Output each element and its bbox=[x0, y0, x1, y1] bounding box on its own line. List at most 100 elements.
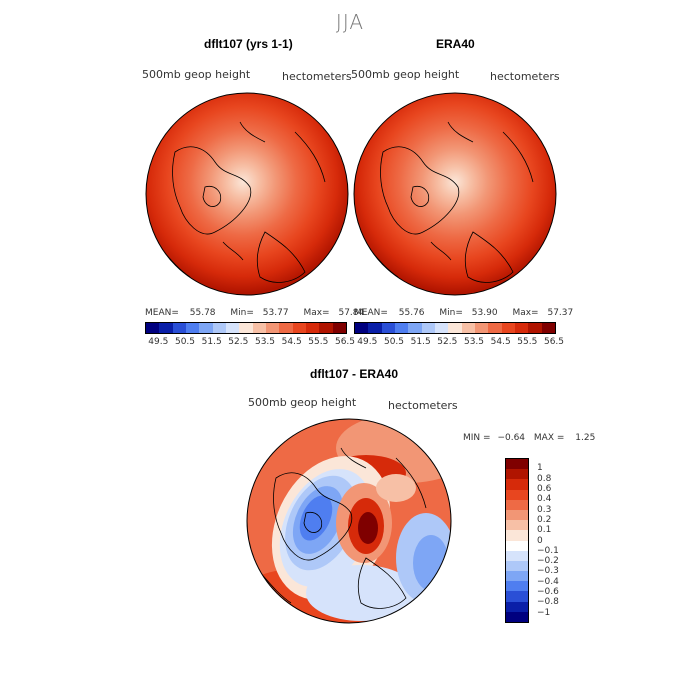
max-value: 57.84 bbox=[338, 308, 365, 318]
colorbar-swatch bbox=[239, 323, 253, 333]
colorbar-swatch bbox=[506, 530, 528, 541]
difference-field-label: 500mb geop height bbox=[248, 396, 357, 409]
colorbar-label: 56.5 bbox=[334, 337, 356, 347]
colorbar-label: 50.5 bbox=[383, 337, 405, 347]
colorbar-label: −0.2 bbox=[537, 556, 559, 567]
colorbar-swatch bbox=[448, 323, 462, 333]
colorbar-swatch bbox=[332, 323, 346, 333]
max-label: MAX = bbox=[533, 433, 565, 443]
colorbar-swatch bbox=[514, 323, 529, 333]
colorbar-label: −0.4 bbox=[537, 576, 559, 587]
panel-1-units-label: hectometers bbox=[282, 70, 352, 83]
colorbar-label: 0.3 bbox=[537, 504, 552, 515]
panel-2-title: ERA40 bbox=[436, 37, 475, 51]
colorbar-swatch bbox=[305, 323, 320, 333]
mean-value: 55.78 bbox=[189, 308, 216, 318]
colorbar-swatch bbox=[172, 323, 186, 333]
height-field bbox=[354, 93, 556, 295]
colorbar-label: 49.5 bbox=[148, 337, 169, 347]
panel-2-stats: MEAN= 55.76 Min= 53.90 Max= 57.37 bbox=[354, 308, 573, 318]
colorbar-label: 51.5 bbox=[410, 337, 431, 347]
colorbar-swatch bbox=[421, 323, 435, 333]
max-label: Max= bbox=[303, 308, 330, 318]
colorbar-label: 53.5 bbox=[254, 337, 276, 347]
colorbar-swatch bbox=[199, 323, 213, 333]
map-border bbox=[353, 92, 557, 296]
coastlines bbox=[255, 447, 427, 609]
map-difference bbox=[246, 418, 452, 624]
difference-units-label: hectometers bbox=[388, 399, 458, 412]
min-value: 53.90 bbox=[471, 308, 498, 318]
colorbar-label: 53.5 bbox=[463, 337, 485, 347]
colorbar-label: −0.8 bbox=[537, 597, 559, 608]
colorbar-swatch bbox=[185, 323, 200, 333]
colorbar-label: −0.1 bbox=[537, 545, 559, 556]
colorbar-swatch bbox=[279, 323, 293, 333]
colorbar-swatch bbox=[506, 560, 528, 572]
colorbar-label: 52.5 bbox=[228, 337, 249, 347]
colorbar-swatch bbox=[506, 520, 528, 531]
colorbar-swatch bbox=[506, 581, 528, 592]
difference-stats: MIN = −0.64 MAX = 1.25 bbox=[463, 433, 595, 443]
mean-value: 55.76 bbox=[398, 308, 425, 318]
max-label: Max= bbox=[512, 308, 539, 318]
colorbar-swatch bbox=[506, 611, 528, 622]
colorbar-swatch bbox=[252, 323, 266, 333]
colorbar-swatch bbox=[474, 323, 489, 333]
colorbar-swatch bbox=[501, 323, 515, 333]
map-panel-1 bbox=[145, 92, 349, 296]
height-field bbox=[146, 93, 348, 295]
min-label: Min= bbox=[230, 308, 254, 318]
colorbar-swatch bbox=[381, 323, 395, 333]
colorbar-label: −1 bbox=[537, 607, 551, 618]
colorbar-panel-2 bbox=[354, 322, 556, 334]
colorbar-swatch bbox=[506, 591, 528, 602]
colorbar-swatch bbox=[506, 571, 528, 582]
colorbar-swatch bbox=[319, 323, 333, 333]
colorbar-swatch bbox=[528, 323, 542, 333]
map-panel-2 bbox=[353, 92, 557, 296]
colorbar-label: 55.5 bbox=[308, 337, 329, 347]
colorbar-label: 55.5 bbox=[517, 337, 538, 347]
colorbar-swatch bbox=[506, 601, 528, 612]
difference-title: dflt107 - ERA40 bbox=[310, 367, 399, 381]
mean-label: MEAN= bbox=[354, 308, 388, 318]
colorbar-swatch bbox=[488, 323, 502, 333]
colorbar-swatch bbox=[541, 323, 555, 333]
colorbar-swatch bbox=[506, 540, 528, 551]
colorbar-swatch bbox=[159, 323, 173, 333]
colorbar-swatch bbox=[212, 323, 226, 333]
colorbar-swatch bbox=[225, 323, 240, 333]
colorbar-label: 0.2 bbox=[537, 514, 552, 525]
colorbar-label: 1 bbox=[537, 463, 543, 474]
colorbar-swatch bbox=[506, 469, 528, 480]
min-label: MIN = bbox=[463, 433, 491, 443]
colorbar-swatch bbox=[265, 323, 280, 333]
min-value: 53.77 bbox=[262, 308, 289, 318]
colorbar-swatch bbox=[506, 499, 528, 510]
colorbar-panel-1 bbox=[145, 322, 347, 334]
map-border bbox=[246, 418, 452, 624]
colorbar-swatch bbox=[394, 323, 409, 333]
min-label: Min= bbox=[439, 308, 463, 318]
colorbar-label: 0.4 bbox=[537, 494, 552, 505]
colorbar-swatch bbox=[146, 323, 160, 333]
colorbar-label: 51.5 bbox=[201, 337, 222, 347]
colorbar-swatch bbox=[506, 459, 528, 470]
colorbar-swatch bbox=[355, 323, 369, 333]
colorbar-label: 52.5 bbox=[437, 337, 458, 347]
difference-field bbox=[247, 419, 451, 623]
colorbar-label: 0.6 bbox=[537, 483, 552, 494]
panel-1-field-label: 500mb geop height bbox=[142, 68, 251, 81]
colorbar-label: 0.8 bbox=[537, 473, 552, 484]
colorbar-label: 56.5 bbox=[543, 337, 565, 347]
colorbar-label: 0 bbox=[537, 535, 543, 546]
mean-label: MEAN= bbox=[145, 308, 179, 318]
colorbar-swatch bbox=[461, 323, 475, 333]
colorbar-label: 0.1 bbox=[537, 525, 552, 536]
colorbar-swatch bbox=[506, 509, 528, 521]
panel-2-units-label: hectometers bbox=[490, 70, 560, 83]
max-value: 1.25 bbox=[575, 433, 596, 443]
panel-1-title: dflt107 (yrs 1-1) bbox=[204, 37, 293, 51]
min-value: −0.64 bbox=[497, 433, 526, 443]
